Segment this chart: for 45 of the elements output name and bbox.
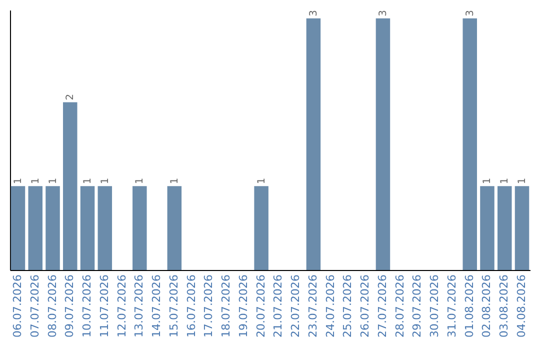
x-tick-label: 13.07.2026 [132, 274, 146, 338]
x-tick-label: 29.07.2026 [410, 274, 424, 338]
x-tick-label: 07.07.2026 [28, 274, 42, 338]
x-tick-label: 09.07.2026 [63, 274, 76, 338]
data-label: 1 [48, 178, 59, 184]
x-tick-label: 28.07.2026 [393, 274, 406, 338]
x-tick-label: 24.07.2026 [324, 274, 337, 338]
data-label: 3 [464, 10, 476, 16]
x-tick-label: 03.08.2026 [498, 274, 511, 338]
x-tick-label: 06.07.2026 [10, 274, 24, 338]
x-tick-label: 31.07.2026 [445, 274, 458, 338]
x-tick-label: 02.08.2026 [480, 274, 494, 338]
x-tick-label: 12.07.2026 [115, 274, 128, 338]
data-label: 1 [82, 178, 94, 184]
data-label: 1 [500, 178, 511, 184]
x-tick-label: 23.07.2026 [306, 274, 320, 338]
x-tick-label: 18.07.2026 [220, 274, 233, 338]
x-tick-label: 22.07.2026 [289, 274, 302, 338]
x-tick-label: 01.08.2026 [462, 274, 476, 338]
data-label: 1 [169, 178, 180, 184]
x-tick-label: 16.07.2026 [184, 274, 198, 338]
data-label: 2 [65, 94, 76, 100]
x-tick-label: 10.07.2026 [80, 274, 94, 338]
x-tick-label: 26.07.2026 [358, 274, 372, 338]
x-tick-label: 04.08.2026 [515, 274, 528, 338]
x-tick-label: 27.07.2026 [376, 274, 389, 338]
data-label: 1 [517, 178, 528, 184]
x-tick-label: 19.07.2026 [236, 274, 250, 338]
x-tick-label: 15.07.2026 [167, 274, 180, 338]
x-tick-label: 11.07.2026 [98, 274, 111, 338]
x-tick-label: 20.07.2026 [254, 274, 268, 338]
x-tick-label: 25.07.2026 [341, 274, 354, 338]
data-label: 3 [308, 10, 320, 16]
data-label: 1 [482, 178, 494, 184]
x-tick-label: 14.07.2026 [150, 274, 164, 338]
x-tick-label: 08.07.2026 [46, 274, 59, 338]
data-label: 1 [100, 178, 111, 184]
x-tick-label: 17.07.2026 [202, 274, 216, 338]
x-tick-label: 30.07.2026 [428, 274, 442, 338]
x-tick-label: 21.07.2026 [272, 274, 285, 338]
data-label: 3 [378, 10, 389, 16]
data-label: 1 [12, 178, 24, 184]
data-label: 1 [30, 178, 42, 184]
data-label: 1 [134, 178, 146, 184]
data-label: 1 [256, 178, 268, 184]
